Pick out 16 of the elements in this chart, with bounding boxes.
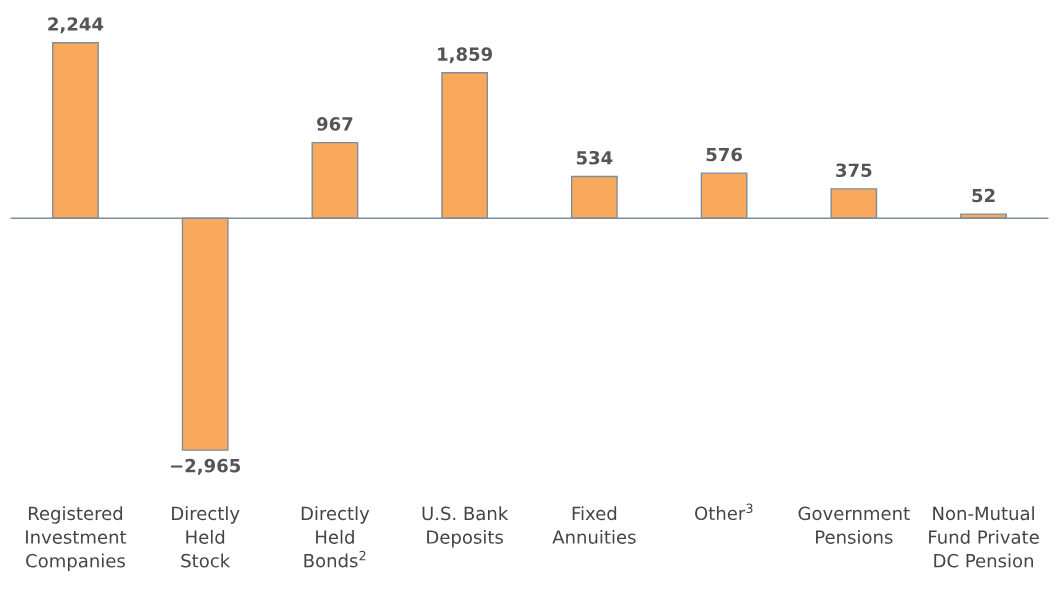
data-label: 534 [576, 150, 613, 165]
data-label: 375 [836, 163, 872, 178]
data-label: 1,859 [438, 47, 493, 64]
data-label: 2,244 [48, 17, 104, 34]
data-label: 52 [972, 188, 995, 203]
x-tick-label: Directly Held Bonds$^{2}$ [301, 506, 370, 568]
x-tick-label: Government Pensions [798, 506, 910, 544]
x-tick-label: Directly Held Stock [172, 506, 240, 568]
x-tick-label: Fixed Annuities [552, 506, 636, 544]
data-label: −2,965 [170, 458, 241, 475]
x-tick-label: U.S. Bank Deposits [422, 506, 509, 548]
x-tick-label: Non-Mutual Fund Private DC Pension [929, 506, 1039, 568]
x-tick-label: Registered Investment Companies [26, 506, 127, 572]
data-label: 576 [706, 147, 742, 162]
x-tick-label: Other$^{3}$ [695, 503, 753, 521]
data-label: 967 [317, 117, 353, 131]
